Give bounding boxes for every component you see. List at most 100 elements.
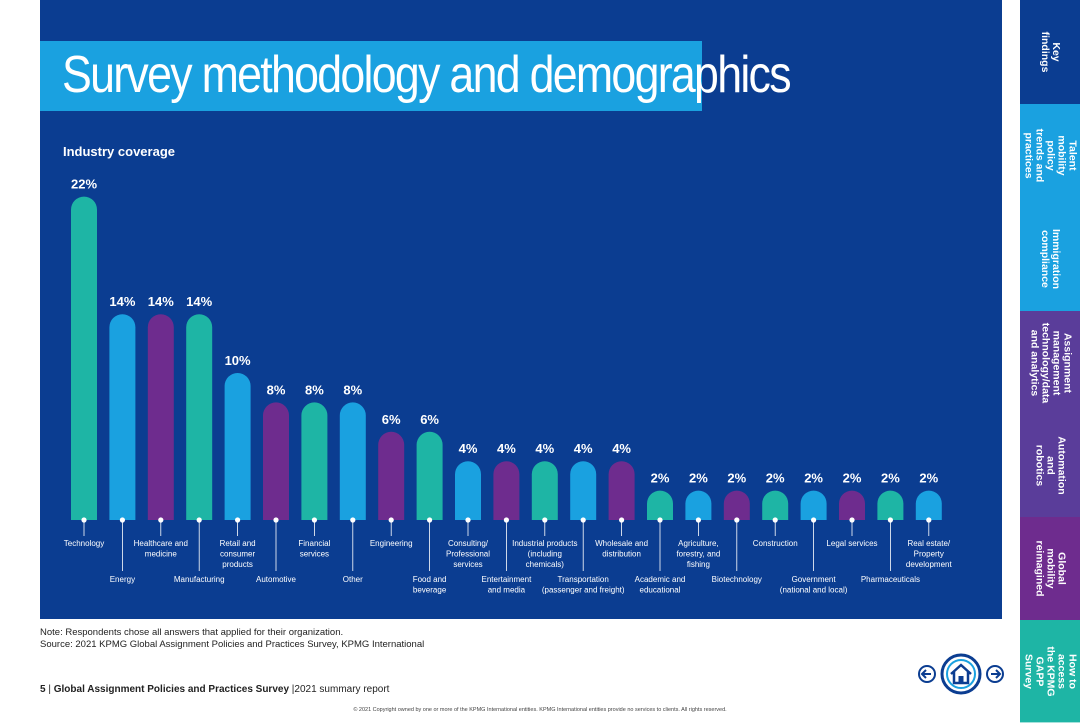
category-label: Engineering	[370, 539, 413, 548]
sidebar-tab-label: Automation and robotics	[1033, 436, 1068, 495]
bar-group: 14% Healthcare and medicine	[134, 294, 188, 558]
bar	[147, 314, 174, 520]
bar-value-label: 4%	[535, 441, 554, 456]
bar-value-label: 2%	[919, 471, 938, 486]
category-label-line: Engineering	[370, 539, 413, 548]
bar-group: 4% Industrial products (including chemicals…	[512, 441, 577, 569]
category-label: Academic and educational	[635, 575, 686, 595]
bar-value-label: 8%	[305, 382, 324, 397]
sidebar-tab-5[interactable]: Automation and robotics	[1020, 414, 1080, 518]
category-label-line: services	[300, 550, 329, 559]
bar-value-label: 2%	[689, 471, 708, 486]
category-label: Other	[343, 575, 363, 584]
category-label-line: Energy	[110, 575, 135, 584]
bar-value-label: 2%	[843, 471, 862, 486]
category-label-line: Food and	[413, 575, 447, 584]
category-label-line: Pharmaceuticals	[861, 575, 920, 584]
source-text: Source: 2021 KPMG Global Assignment Poli…	[40, 639, 425, 650]
sidebar-tab-3[interactable]: Immigration compliance	[1020, 207, 1080, 312]
page-number: 5	[40, 684, 46, 695]
sidebar-tab-6[interactable]: Global mobility reimagined	[1020, 517, 1080, 621]
bar	[915, 490, 942, 520]
bar-group: 2% Legal services	[826, 471, 877, 548]
category-label-line: medicine	[145, 550, 178, 559]
sidebar-tab-1[interactable]: Key findings	[1020, 0, 1080, 105]
category-label: Technology	[64, 539, 104, 548]
footer: 5 | Global Assignment Policies and Pract…	[40, 684, 389, 695]
bar	[224, 373, 251, 520]
category-label: Automotive	[256, 575, 297, 584]
bar-group: 6% Engineering	[370, 412, 413, 548]
bar-value-label: 8%	[343, 382, 362, 397]
sidebar-tab-label: Key findings	[1039, 31, 1062, 73]
category-label-line: Real estate/	[907, 539, 950, 548]
category-label-line: Entertainment	[481, 575, 532, 584]
sidebar-tab-4[interactable]: Assignment management technology/data an…	[1020, 311, 1080, 415]
sidebar-tab-label: How to access the KPMG GAPP Survey	[1022, 645, 1079, 697]
bar-group: 2% Academic and educational	[635, 471, 686, 595]
category-label-line: chemicals)	[526, 560, 565, 569]
bar-value-label: 6%	[420, 412, 439, 427]
bar-value-label: 22%	[71, 177, 97, 192]
category-label: Industrial products (including chemicals)	[512, 539, 577, 569]
category-label-line: Financial	[298, 539, 330, 548]
category-label: Transportation (passenger and freight)	[542, 575, 625, 595]
bar-group: 14% Manufacturing	[174, 294, 225, 584]
sidebar-tab-label: Immigration compliance	[1039, 228, 1062, 290]
category-label-line: educational	[640, 586, 681, 595]
bar-value-label: 8%	[267, 382, 286, 397]
bar-group: 10% Retail and consumer products	[220, 353, 256, 569]
bar-group: 2% Construction	[753, 471, 798, 548]
category-label: Biotechnology	[712, 575, 762, 584]
bar	[186, 314, 213, 520]
bar-value-label: 6%	[382, 412, 401, 427]
category-label: Healthcare and medicine	[134, 539, 188, 559]
footer-separator: |	[48, 684, 51, 695]
category-label: Real estate/Property development	[906, 539, 953, 569]
sidebar-tab-label: Talent mobility policy trends and practi…	[1022, 128, 1079, 183]
category-label-line: Construction	[753, 539, 798, 548]
bar-value-label: 4%	[612, 441, 631, 456]
bar-value-label: 4%	[459, 441, 478, 456]
category-label: Wholesale and distribution	[595, 539, 648, 559]
sidebar-tab-7[interactable]: How to access the KPMG GAPP Survey	[1020, 620, 1080, 723]
bar-group: 22% Technology	[64, 177, 104, 548]
chart-title: Industry coverage	[63, 144, 175, 159]
bar	[301, 402, 328, 520]
category-label-line: (passenger and freight)	[542, 586, 625, 595]
bar-value-label: 2%	[881, 471, 900, 486]
category-label: Entertainment and media	[481, 575, 532, 595]
category-label-line: consumer	[220, 550, 255, 559]
category-label-line: fishing	[687, 560, 710, 569]
category-label-line: and media	[488, 586, 526, 595]
bar-value-label: 2%	[727, 471, 746, 486]
copyright: © 2021 Copyright owned by one or more of…	[353, 707, 727, 713]
bar-group: 2% Real estate/Property development	[906, 471, 953, 569]
bar-group: 2% Agriculture, forestry, and fishing	[676, 471, 720, 569]
bar	[877, 490, 904, 520]
category-label-line: Industrial products	[512, 539, 577, 548]
bar	[531, 461, 558, 520]
bar-group: 4% Wholesale and distribution	[595, 441, 648, 558]
arrow-right-icon[interactable]	[986, 665, 1004, 683]
bar	[378, 431, 405, 520]
bar-value-label: 2%	[804, 471, 823, 486]
bar-group: 4% Entertainment and media	[481, 441, 532, 594]
bar	[416, 431, 443, 520]
sidebar-tab-2[interactable]: Talent mobility policy trends and practi…	[1020, 104, 1080, 208]
category-label-line: Academic and	[635, 575, 686, 584]
category-label: Financial services	[298, 539, 330, 559]
arrow-left-icon[interactable]	[918, 665, 936, 683]
category-label: Energy	[110, 575, 135, 584]
bar-value-label: 10%	[225, 353, 251, 368]
category-label-line: Retail and	[220, 539, 256, 548]
category-label-line: Government	[792, 575, 837, 584]
bar-group: 14% Energy	[109, 294, 135, 584]
category-label-line: services	[453, 560, 482, 569]
category-label: Pharmaceuticals	[861, 575, 920, 584]
bar-group: 2% Biotechnology	[712, 471, 762, 584]
bar	[800, 490, 827, 520]
category-label-line: Manufacturing	[174, 575, 225, 584]
home-icon[interactable]	[940, 653, 982, 695]
